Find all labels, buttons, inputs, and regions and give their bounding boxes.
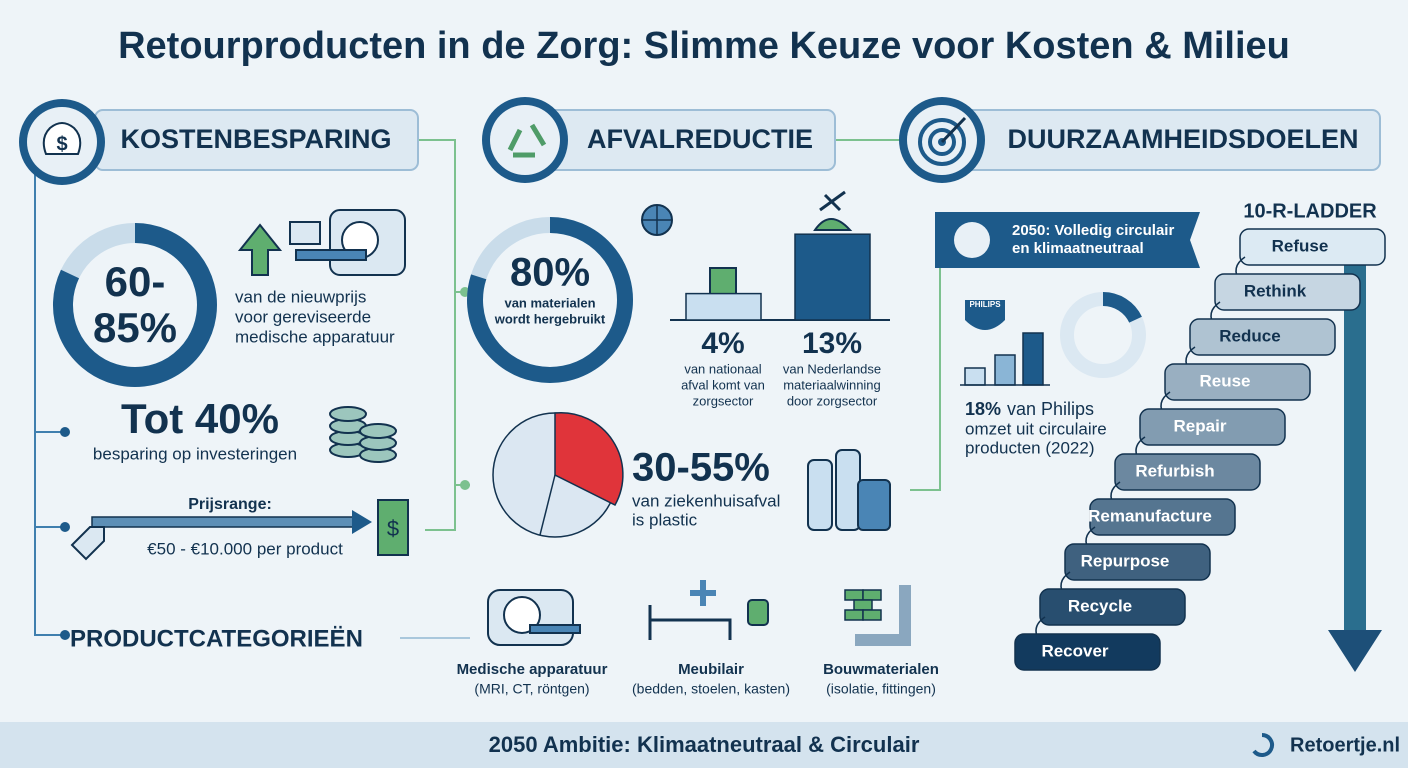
ladder-step-label: Refuse (1272, 236, 1329, 255)
brand-icon (1252, 733, 1274, 757)
bar-description: door zorgsector (787, 393, 878, 408)
ladder-step (1014, 633, 1161, 671)
reuse-description: van materialen (504, 295, 595, 310)
banner-line: en klimaatneutraal (1012, 240, 1144, 257)
section-heading: DUURZAAMHEIDSDOELEN (1008, 124, 1359, 154)
ladder-step (1039, 588, 1186, 626)
plastic-description-line: is plastic (632, 510, 698, 529)
section-heading: AFVALREDUCTIE (587, 124, 813, 154)
category-detail: (isolatie, fittingen) (826, 681, 936, 697)
category-name: Medische apparatuur (457, 661, 608, 678)
philips-logo: PHILIPS (969, 300, 1001, 309)
category-name: Meubilair (678, 661, 744, 678)
price-label: Prijsrange: (188, 496, 272, 513)
ladder-step-label: Repair (1174, 416, 1227, 435)
price-arrow: $ (70, 499, 409, 561)
bar-description: afval komt van (681, 377, 765, 392)
philips-shield (965, 300, 1005, 330)
ladder-step-label: Reuse (1199, 371, 1250, 390)
bar (794, 233, 871, 321)
heading-boxes: $ (19, 97, 1381, 185)
section-heading: KOSTENBESPARING (120, 124, 391, 154)
svg-text:$: $ (387, 516, 399, 541)
footer-bar (0, 722, 1408, 768)
saving-description: besparing op investeringen (93, 444, 297, 463)
saving-value: Tot 40% (121, 395, 279, 442)
price-range: €50 - €10.000 per product (147, 539, 343, 558)
connector-dots (60, 287, 470, 640)
ladder-step-label: Refurbish (1135, 461, 1214, 480)
philips-desc: van Philips (1007, 399, 1094, 419)
ladder-arrow-head (1328, 630, 1382, 672)
banner-icon (954, 222, 990, 258)
philips-mini-bars (960, 332, 1050, 386)
ladder: Refuse Rethink Reduce Reuse Repair Refurbish R… (1014, 228, 1386, 671)
bar-description: van nationaal (684, 361, 761, 376)
svg-text:$: $ (56, 133, 67, 155)
reuse-description: wordt hergebruikt (494, 311, 606, 326)
bottles-icon (807, 449, 891, 531)
ladder-step (1164, 363, 1311, 401)
ladder-step-label: Reduce (1219, 326, 1280, 345)
bar-description: van Nederlandse (783, 361, 881, 376)
mri-icon (237, 209, 406, 276)
bar-label: 13% (802, 327, 862, 360)
philips-label: 18% (965, 399, 1001, 419)
ladder-step-label: Recycle (1068, 596, 1132, 615)
ladder-title: 10-R-LADDER (1243, 200, 1377, 222)
category-labels: Medische apparatuur (MRI, CT, röntgen) Meu… (457, 661, 939, 697)
ladder-step-label: Repurpose (1081, 551, 1170, 570)
range-box: 60-85% (92, 258, 178, 351)
footer-ambition: 2050 Ambitie: Klimaatneutraal & Circulai… (489, 732, 920, 757)
category-icons (487, 580, 911, 646)
ladder-step (1139, 408, 1286, 446)
range-description-line: van de nieuwprijs (235, 287, 366, 306)
philips-desc: omzet uit circulaire (965, 419, 1107, 438)
ladder-step (1064, 543, 1211, 581)
category-detail: (bedden, stoelen, kasten) (632, 681, 790, 697)
ladder-step (1214, 273, 1361, 311)
ladder-step (1089, 498, 1236, 536)
philips-desc: producten (2022) (965, 438, 1094, 457)
globe-icon (641, 190, 853, 297)
bar-label: 4% (701, 327, 744, 360)
goal-banner (935, 212, 1200, 268)
plastic-value: 30-55% (632, 446, 770, 490)
ladder-step (1114, 453, 1261, 491)
plastic-pie (492, 411, 624, 538)
bar-description: zorgsector (693, 393, 754, 408)
ladder-step-label: Remanufacture (1088, 506, 1212, 525)
bar (685, 292, 762, 321)
plastic-description-line: van ziekenhuisafval (632, 491, 780, 510)
footer-brand: Retoertje.nl (1290, 734, 1400, 756)
bar-description: materiaalwinning (783, 377, 881, 392)
coins-icon (329, 406, 397, 463)
category-name: Bouwmaterialen (823, 661, 939, 678)
title: Retourproducten in de Zorg: Slimme Keuze… (118, 25, 1290, 67)
range-value: 60-85% (92, 258, 178, 351)
ladder-step (1239, 228, 1386, 266)
reuse-ring (467, 217, 633, 383)
category-detail: (MRI, CT, röntgen) (474, 681, 589, 697)
range-ring (53, 223, 217, 387)
ladder-step-label: Recover (1041, 641, 1108, 660)
range-description-line: medische apparatuur (235, 327, 395, 346)
ladder-step (1189, 318, 1336, 356)
range-description-line: voor gereviseerde (235, 307, 371, 326)
ladder-step-label: Rethink (1244, 281, 1307, 300)
categories-heading: PRODUCTCATEGORIEËN (70, 625, 363, 652)
reuse-label: 80% (510, 251, 590, 295)
donut-arc (1102, 292, 1142, 324)
banner-line: 2050: Volledig circulair (1012, 222, 1174, 239)
